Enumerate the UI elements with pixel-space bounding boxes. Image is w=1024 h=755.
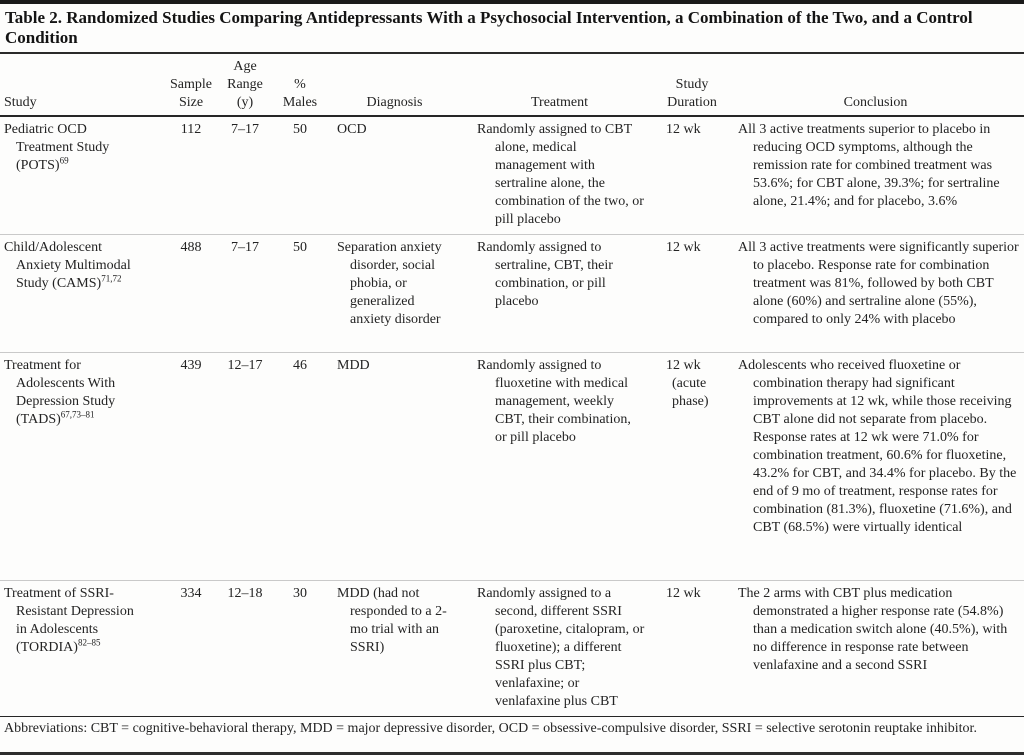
column-header-sample-size: Sample Size — [165, 54, 217, 117]
study-row-tordia: Treatment of SSRI-Resistant Depression i… — [0, 580, 1024, 717]
study-name: Child/Adolescent Anxiety Multimodal Stud… — [4, 240, 131, 291]
citation-ref: 71,72 — [101, 273, 122, 284]
table-body: Pediatric OCD Treatment Study (POTS)69 1… — [0, 116, 1024, 717]
header-line: Males — [282, 95, 318, 110]
study-cell: Child/Adolescent Anxiety Multimodal Stud… — [0, 234, 165, 353]
conclusion-cell: All 3 active treatments superior to plac… — [738, 122, 1000, 209]
randomized-studies-table: Study Sample Size Age Range (y) % Males … — [0, 54, 1024, 717]
header-line: Age — [233, 59, 257, 74]
pct-males-cell: 50 — [293, 122, 307, 137]
treatment-cell: Randomly assigned to a second, different… — [462, 580, 657, 717]
treatment-cell: Randomly assigned to fluoxetine with med… — [462, 352, 657, 581]
duration-cell: 12 wk — [657, 580, 727, 717]
column-header-pct-males: % Males — [273, 54, 327, 117]
diagnosis-cell: OCD — [337, 122, 367, 137]
conclusion-cell: Adolescents who received fluoxetine or c… — [727, 352, 1024, 581]
column-header-treatment: Treatment — [462, 54, 657, 117]
pct-males-cell: 50 — [273, 234, 327, 353]
age-range-cell: 7–17 — [217, 234, 273, 353]
column-header-conclusion: Conclusion — [727, 54, 1024, 117]
study-cell: Pediatric OCD Treatment Study (POTS)69 — [0, 116, 165, 235]
sample-size-cell: 112 — [180, 122, 202, 137]
bottom-rule — [0, 752, 1024, 755]
treatment-cell: Randomly assigned to sertraline, CBT, th… — [462, 234, 657, 353]
study-name: Pediatric OCD Treatment Study (POTS) — [4, 122, 110, 173]
conclusion-cell: The 2 arms with CBT plus medication demo… — [727, 580, 1024, 717]
sample-size-cell: 334 — [165, 580, 217, 717]
header-line: % — [294, 77, 306, 92]
column-header-diagnosis: Diagnosis — [327, 54, 462, 117]
treatment-cell: Randomly assigned to CBT alone, medical … — [477, 122, 644, 227]
duration-cell: 12 wk (acute phase) — [657, 352, 727, 581]
header-line: Sample — [170, 77, 212, 92]
sample-size-cell: 488 — [165, 234, 217, 353]
pct-males-cell: 46 — [273, 352, 327, 581]
top-rule — [0, 0, 1024, 4]
diagnosis-cell: MDD — [327, 352, 462, 581]
age-range-cell: 7–17 — [231, 122, 259, 137]
column-header-study-duration: Study Duration — [657, 54, 727, 117]
study-row-cams: Child/Adolescent Anxiety Multimodal Stud… — [0, 234, 1024, 353]
header-row: Study Sample Size Age Range (y) % Males … — [0, 54, 1024, 117]
study-cell: Treatment for Adolescents With Depressio… — [0, 352, 165, 581]
abbreviations-footnote: Abbreviations: CBT = cognitive-behaviora… — [4, 721, 977, 736]
study-name: Treatment of SSRI-Resistant Depression i… — [4, 586, 134, 655]
table-header: Study Sample Size Age Range (y) % Males … — [0, 54, 1024, 117]
study-row-pots: Pediatric OCD Treatment Study (POTS)69 1… — [0, 116, 1024, 235]
header-line: Range — [227, 77, 263, 92]
header-line: Size — [178, 95, 204, 110]
diagnosis-cell: MDD (had not responded to a 2-mo trial w… — [327, 580, 462, 717]
table-title: Table 2. Randomized Studies Comparing An… — [0, 4, 1024, 54]
diagnosis-cell: Separation anxiety disorder, social phob… — [327, 234, 462, 353]
study-row-tads: Treatment for Adolescents With Depressio… — [0, 352, 1024, 581]
duration-cell: 12 wk — [657, 234, 727, 353]
pct-males-cell: 30 — [273, 580, 327, 717]
citation-ref: 67,73–81 — [60, 409, 95, 420]
citation-ref: 82–85 — [77, 637, 101, 648]
header-line: Study — [675, 77, 709, 92]
column-header-age-range: Age Range (y) — [217, 54, 273, 117]
column-header-study: Study — [0, 54, 165, 117]
header-line: (y) — [236, 95, 254, 110]
sample-size-cell: 439 — [165, 352, 217, 581]
header-line: Duration — [667, 95, 717, 110]
citation-ref: 69 — [59, 155, 69, 166]
duration-cell: 12 wk — [666, 122, 701, 137]
age-range-cell: 12–18 — [217, 580, 273, 717]
study-name: Treatment for Adolescents With Depressio… — [4, 358, 116, 427]
study-cell: Treatment of SSRI-Resistant Depression i… — [0, 580, 165, 717]
age-range-cell: 12–17 — [217, 352, 273, 581]
conclusion-cell: All 3 active treatments were significant… — [727, 234, 1024, 353]
